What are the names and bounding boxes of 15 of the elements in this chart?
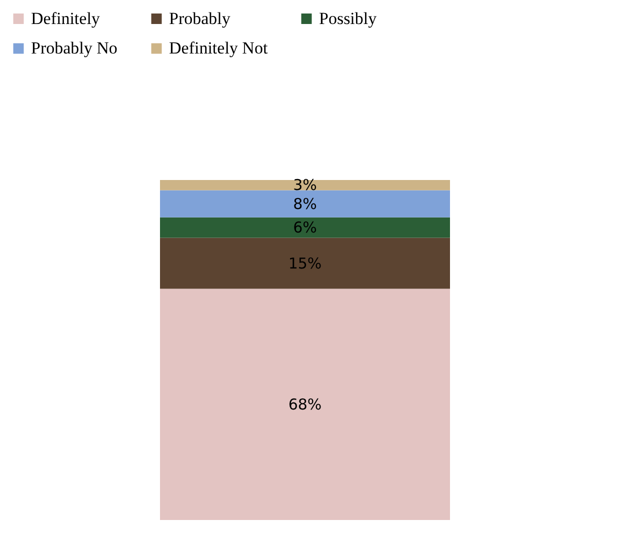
legend-label: Definitely Not (169, 38, 268, 58)
bar (160, 288, 450, 520)
legend-label: Probably (169, 8, 231, 28)
legend-label: Possibly (319, 8, 378, 28)
legend-label: Definitely (31, 8, 100, 28)
bar (160, 190, 450, 218)
data-label: 15% (288, 254, 322, 272)
bar (160, 180, 450, 190)
data-label: 8% (293, 194, 317, 213)
data-label: 68% (288, 395, 322, 414)
data-label: 3% (293, 176, 317, 194)
bar (160, 238, 450, 289)
bar (160, 217, 450, 238)
data-label: 6% (293, 218, 317, 237)
legend-label: Probably No (31, 38, 118, 58)
